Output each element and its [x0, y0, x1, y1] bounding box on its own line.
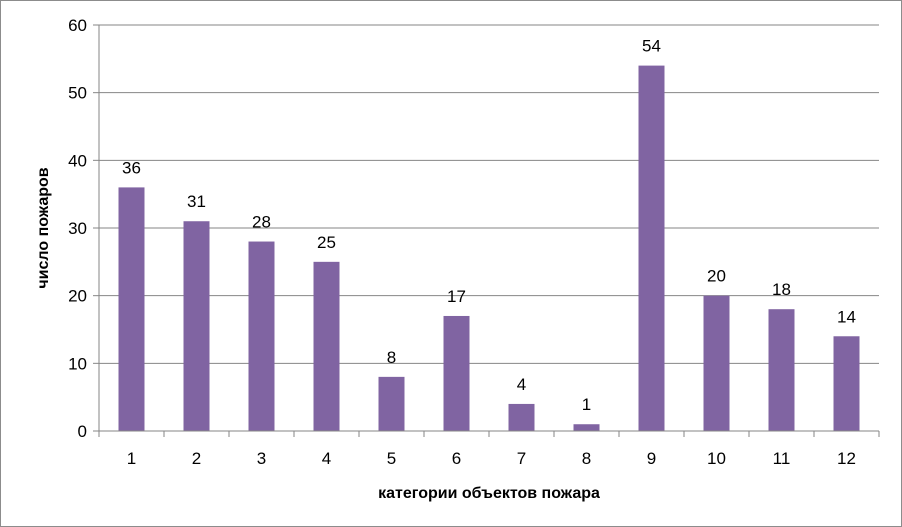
data-label: 28 [252, 213, 271, 232]
y-tick-label: 10 [68, 354, 87, 373]
x-tick-label: 1 [127, 449, 136, 468]
x-tick-label: 4 [322, 449, 331, 468]
data-label: 25 [317, 233, 336, 252]
bar [768, 309, 795, 431]
bar [833, 336, 860, 431]
gridlines [99, 24, 879, 364]
data-label: 4 [517, 375, 526, 394]
x-axis-title: категории объектов пожара [378, 485, 600, 502]
data-label: 1 [582, 395, 591, 414]
x-tick-label: 8 [582, 449, 591, 468]
y-axis-title: число пожаров [35, 167, 52, 288]
y-tick-label: 40 [68, 151, 87, 170]
bars [118, 65, 860, 431]
bar [573, 424, 600, 431]
data-label: 31 [187, 192, 206, 211]
data-label: 20 [707, 267, 726, 286]
data-label: 17 [447, 287, 466, 306]
data-label: 14 [837, 307, 856, 326]
y-tick-label: 30 [68, 219, 87, 238]
bar [248, 241, 275, 431]
y-tick-label: 60 [68, 16, 87, 35]
bar [638, 65, 665, 431]
data-labels: 36 31 28 25 8 17 4 1 54 20 18 14 [122, 37, 856, 415]
x-tick-label: 9 [647, 449, 656, 468]
bar [443, 315, 470, 431]
y-tick-labels: 0 10 20 30 40 50 60 [68, 16, 87, 441]
x-tick-labels: 1 2 3 4 5 6 7 8 9 10 11 12 [127, 449, 856, 468]
bar [313, 261, 340, 431]
y-tick-label: 0 [78, 422, 87, 441]
y-tick-label: 20 [68, 287, 87, 306]
x-tick-label: 7 [517, 449, 526, 468]
x-tick-label: 12 [837, 449, 856, 468]
data-label: 8 [387, 348, 396, 367]
x-tick-label: 3 [257, 449, 266, 468]
data-label: 18 [772, 280, 791, 299]
data-label: 54 [642, 37, 661, 56]
x-tick-label: 5 [387, 449, 396, 468]
data-label: 36 [122, 158, 141, 177]
y-tick-label: 50 [68, 84, 87, 103]
x-tick-label: 10 [707, 449, 726, 468]
bar [183, 221, 210, 431]
x-tick-label: 11 [773, 449, 791, 468]
bar [508, 403, 535, 431]
axes [93, 24, 880, 437]
bar [703, 295, 730, 431]
x-tick-label: 2 [192, 449, 201, 468]
bar [378, 376, 405, 431]
x-tick-label: 6 [452, 449, 461, 468]
bar [118, 187, 145, 431]
